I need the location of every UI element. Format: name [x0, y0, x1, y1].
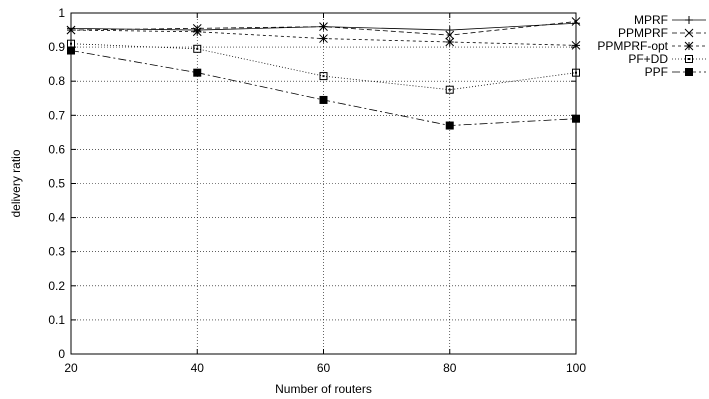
data-point — [193, 68, 202, 77]
x-tick-label: 100 — [566, 361, 586, 375]
data-point — [445, 85, 454, 94]
y-tick-label: 0.8 — [48, 74, 65, 88]
legend-item: PPMPRF-opt — [597, 39, 706, 53]
y-tick-label: 1 — [58, 6, 65, 20]
y-tick-label: 0.6 — [48, 142, 65, 156]
grid — [71, 13, 576, 354]
y-tick-label: 0.4 — [48, 211, 65, 225]
data-point — [445, 30, 455, 40]
data-point — [66, 25, 76, 35]
data-point — [319, 95, 328, 104]
data-point — [67, 46, 75, 55]
y-axis-label: delivery ratio — [9, 149, 23, 217]
x-tick-label: 20 — [64, 361, 78, 375]
legend-item: MPRF — [634, 13, 706, 27]
x-tick-label: 60 — [317, 361, 331, 375]
legend-swatch-marker — [685, 55, 693, 63]
x-tick-label: 80 — [443, 361, 457, 375]
axes: 0 0.1 0.2 0.3 0.4 0.5 0.6 0.7 0.8 0.9 1 20 40 60 80 100 — [48, 6, 586, 375]
data-point — [572, 68, 580, 77]
series-ppmprf-opt — [66, 25, 581, 50]
legend-label: MPRF — [634, 13, 668, 27]
legend-label: PF+DD — [628, 52, 668, 66]
data-point — [445, 37, 455, 47]
y-tick-label: 0.3 — [48, 245, 65, 259]
legend-swatch-marker — [685, 68, 693, 76]
legend-swatch-marker — [684, 41, 694, 51]
data-point — [572, 114, 580, 123]
series-ppf — [67, 46, 580, 130]
data-point — [571, 17, 581, 26]
legend-label: PPMPRF-opt — [597, 39, 668, 53]
data-point — [445, 26, 454, 35]
y-tick-label: 0 — [58, 347, 65, 361]
data-point — [319, 34, 328, 43]
legend-item: PPF — [645, 65, 706, 79]
legend-swatch-marker — [684, 28, 694, 38]
data-point — [445, 121, 454, 130]
x-tick-label: 40 — [191, 361, 205, 375]
y-tick-label: 0.2 — [48, 279, 65, 293]
y-tick-label: 0.5 — [48, 177, 65, 191]
data-point — [571, 41, 581, 50]
legend-item: PF+DD — [628, 52, 706, 66]
data-point — [192, 27, 202, 37]
x-axis-label: Number of routers — [275, 382, 372, 396]
legend-label: PPMPRF — [618, 26, 668, 40]
data-point — [193, 44, 202, 53]
data-point — [319, 72, 328, 81]
legend-swatch-marker — [685, 16, 693, 24]
data-point — [319, 22, 328, 31]
legend-label: PPF — [645, 65, 668, 79]
y-tick-label: 0.7 — [48, 108, 65, 122]
plot-frame — [70, 12, 577, 355]
series-group — [66, 17, 581, 130]
legend-item: PPMPRF — [618, 26, 706, 40]
y-tick-label: 0.9 — [48, 40, 65, 54]
data-point — [572, 19, 580, 28]
y-tick-label: 0.1 — [48, 313, 65, 327]
